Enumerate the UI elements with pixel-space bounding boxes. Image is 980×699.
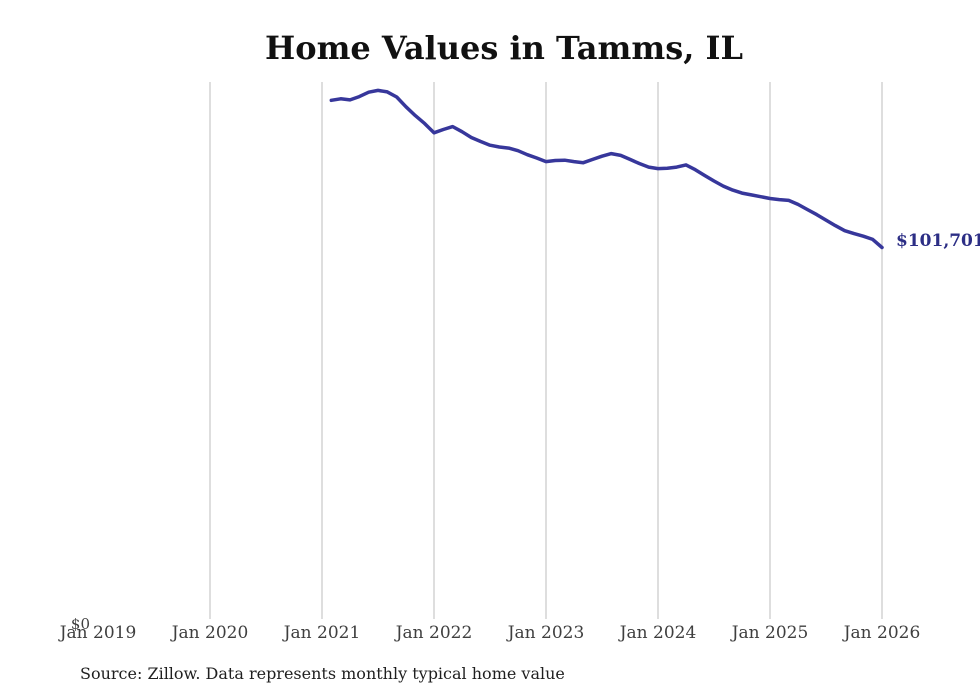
x-axis-tick-label: Jan 2023: [507, 623, 585, 643]
x-axis-tick-label: Jan 2026: [843, 623, 921, 643]
x-axis-tick-label: Jan 2024: [619, 623, 697, 643]
source-note: Source: Zillow. Data represents monthly …: [80, 664, 565, 683]
x-axis-tick-label: Jan 2021: [283, 623, 361, 643]
x-axis-tick-label: Jan 2019: [59, 623, 137, 643]
last-value-label: $101,701: [896, 230, 980, 251]
y-axis-zero-tick-label: $0: [70, 615, 90, 633]
chart-title: Home Values in Tamms, IL: [264, 29, 744, 67]
x-axis-tick-label: Jan 2025: [731, 623, 809, 643]
x-axis-tick-label: Jan 2022: [395, 623, 473, 643]
vertical-gridlines: [209, 82, 883, 619]
home-value-line-series: [329, 88, 884, 250]
x-axis-tick-label: Jan 2020: [171, 623, 249, 643]
